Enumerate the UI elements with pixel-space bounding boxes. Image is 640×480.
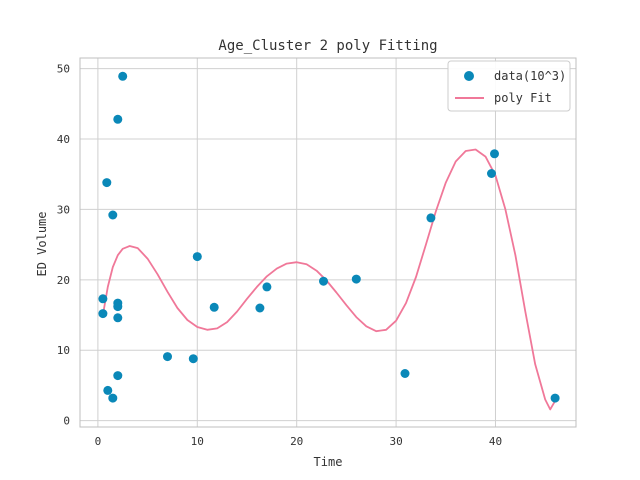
legend-marker-data: [464, 71, 474, 81]
plot-frame: [79, 57, 577, 428]
y-tick-label: 40: [57, 133, 70, 146]
poly-fit-line: [102, 148, 556, 411]
y-tick-label: 20: [57, 274, 70, 287]
data-point: [102, 178, 112, 188]
data-point: [209, 302, 219, 312]
legend: data(10^3) poly Fit: [447, 60, 571, 112]
data-point: [108, 393, 118, 403]
data-point: [550, 393, 560, 403]
data-point: [255, 303, 265, 313]
data-point: [103, 385, 113, 395]
data-point: [319, 276, 328, 286]
data-point: [113, 371, 123, 381]
data-point: [192, 252, 202, 262]
data-point: [400, 369, 410, 378]
legend-label-data: data(10^3): [494, 69, 566, 83]
x-tick-label: 0: [95, 435, 102, 448]
y-tick-label: 0: [63, 415, 70, 428]
data-point: [98, 294, 108, 304]
data-point: [426, 213, 436, 223]
data-point: [113, 114, 123, 124]
x-tick-label: 10: [191, 435, 204, 448]
points-layer: [98, 71, 560, 403]
ticks-layer: 0 10 20 30 40 0 10 20 30 40 50: [57, 63, 502, 448]
data-point: [490, 149, 499, 159]
fit-layer: [102, 148, 556, 411]
chart-title: Age_Cluster 2 poly Fitting: [218, 38, 437, 54]
data-point: [351, 274, 361, 284]
y-tick-label: 10: [57, 344, 70, 357]
y-tick-label: 50: [57, 63, 70, 76]
data-point: [118, 71, 128, 81]
data-point: [113, 313, 123, 323]
data-point: [487, 169, 496, 178]
x-tick-label: 40: [489, 435, 502, 448]
data-point: [188, 354, 198, 364]
x-tick-label: 30: [389, 435, 402, 448]
x-axis-label: Time: [314, 455, 343, 469]
data-point: [98, 309, 108, 319]
y-axis-label: ED Volume: [35, 211, 49, 276]
legend-label-fit: poly Fit: [494, 91, 552, 105]
data-point: [163, 352, 172, 362]
y-tick-label: 30: [57, 203, 70, 216]
data-point: [113, 302, 123, 312]
x-tick-label: 20: [290, 435, 303, 448]
data-point: [108, 210, 118, 220]
data-point: [262, 282, 272, 292]
